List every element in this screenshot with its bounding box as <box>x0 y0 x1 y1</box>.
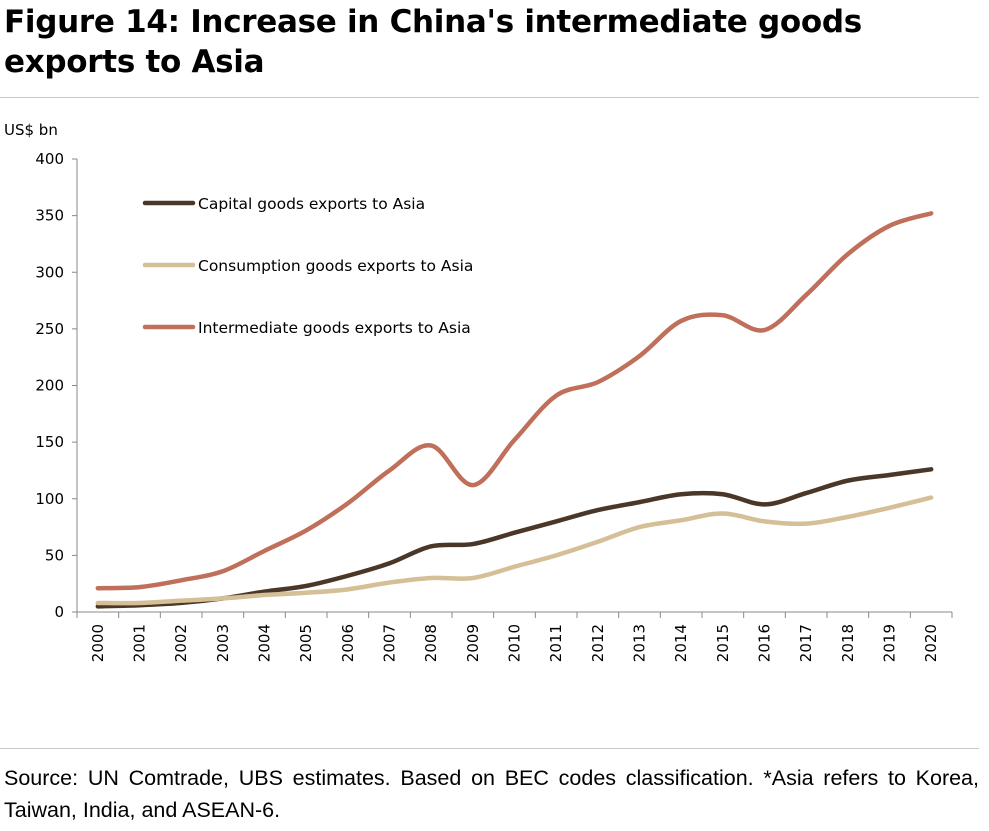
line-chart: US$ bn 0 50 100 150 200 250 300 350 400 2000 2001… <box>4 121 953 662</box>
top-divider <box>0 97 979 98</box>
y-tick-label: 350 <box>35 207 64 225</box>
y-tick-label: 50 <box>45 546 64 564</box>
x-tick-label: 2013 <box>631 624 649 662</box>
x-tick-label: 2004 <box>256 624 274 662</box>
x-tick-label: 2014 <box>672 624 690 662</box>
y-tick-label: 100 <box>35 490 64 508</box>
figure-title: Figure 14: Increase in China's intermedi… <box>4 4 862 80</box>
x-tick-label: 2015 <box>714 624 732 662</box>
y-tick-label: 250 <box>35 320 64 338</box>
y-axis: 0 50 100 150 200 250 300 350 400 <box>35 150 78 621</box>
y-tick-label: 200 <box>35 377 64 395</box>
x-axis: 2000 2001 2002 2003 2004 2005 2006 2007 2008 2009… <box>76 611 953 662</box>
series-line-0 <box>95 467 934 609</box>
x-tick-label: 2007 <box>381 624 399 662</box>
x-tick-label: 2018 <box>839 624 857 662</box>
x-tick-label: 2012 <box>589 624 607 662</box>
bottom-divider <box>0 748 979 749</box>
x-tick-label: 2003 <box>214 624 232 662</box>
legend-label: Capital goods exports to Asia <box>198 195 425 213</box>
series-line-1 <box>95 495 934 606</box>
x-tick-label: 2005 <box>297 624 315 662</box>
legend: Capital goods exports to Asia Consumption… <box>142 195 473 337</box>
x-tick-label: 2019 <box>881 624 899 662</box>
legend-label: Intermediate goods exports to Asia <box>198 319 471 337</box>
x-tick-label: 2017 <box>797 624 815 662</box>
x-tick-label: 2009 <box>464 624 482 662</box>
series-lines <box>95 211 934 609</box>
y-unit-label: US$ bn <box>4 121 58 139</box>
x-tick-label: 2000 <box>89 624 107 662</box>
series-line-2 <box>95 211 934 591</box>
x-tick-label: 2001 <box>131 624 149 662</box>
x-tick-label: 2002 <box>172 624 190 662</box>
x-tick-label: 2016 <box>756 624 774 662</box>
x-tick-label: 2020 <box>922 624 940 662</box>
y-tick-label: 400 <box>35 150 64 168</box>
legend-label: Consumption goods exports to Asia <box>198 257 473 275</box>
x-tick-label: 2011 <box>547 624 565 662</box>
x-tick-label: 2010 <box>506 624 524 662</box>
x-tick-label: 2006 <box>339 624 357 662</box>
source-note: Source: UN Comtrade, UBS estimates. Base… <box>4 766 979 822</box>
x-tick-label: 2008 <box>422 624 440 662</box>
y-tick-label: 300 <box>35 263 64 281</box>
y-tick-label: 0 <box>54 603 64 621</box>
y-tick-label: 150 <box>35 433 64 451</box>
